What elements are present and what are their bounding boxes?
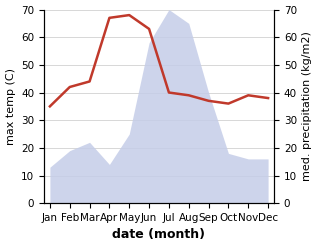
Y-axis label: med. precipitation (kg/m2): med. precipitation (kg/m2): [302, 31, 313, 181]
X-axis label: date (month): date (month): [113, 228, 205, 242]
Y-axis label: max temp (C): max temp (C): [5, 68, 16, 145]
